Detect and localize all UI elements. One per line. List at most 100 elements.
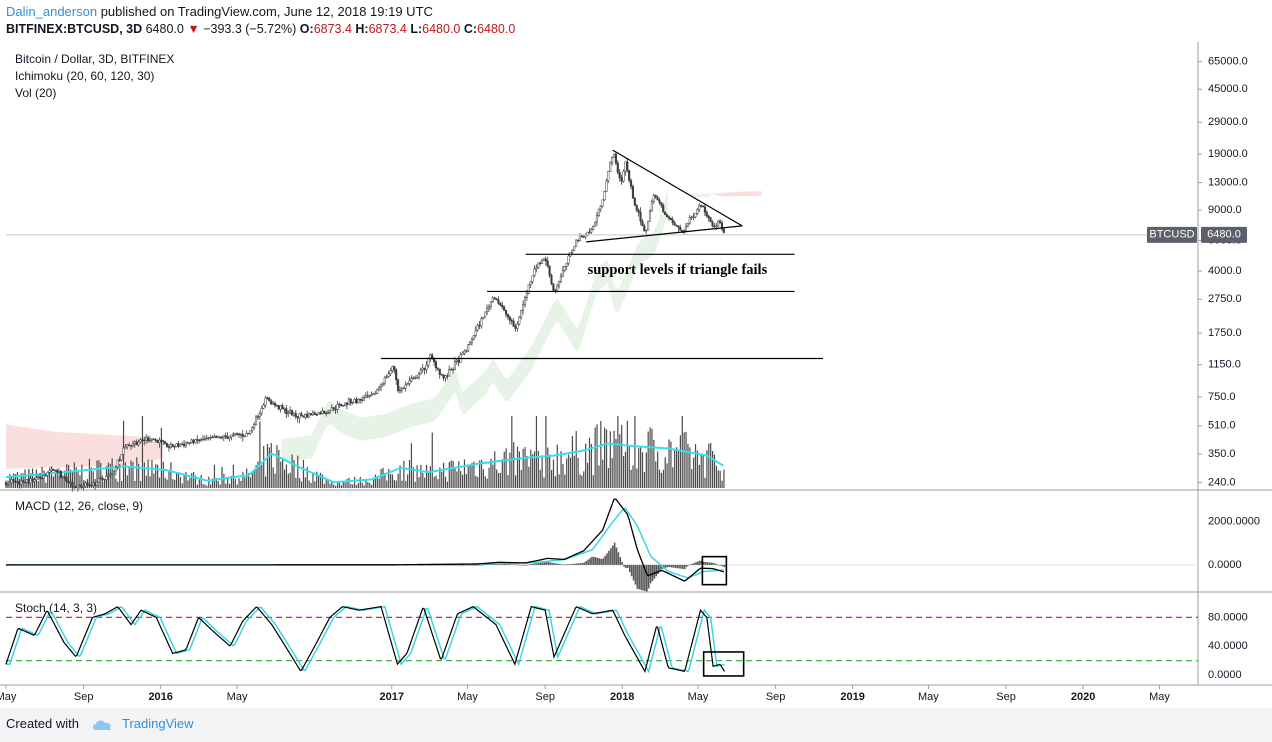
volume-bar — [219, 484, 221, 488]
candle-body — [433, 358, 436, 363]
macd-histogram-bar — [619, 557, 622, 565]
tradingview-link[interactable]: TradingView — [122, 716, 194, 731]
candle-body — [438, 368, 441, 375]
macd-histogram-bar — [613, 542, 616, 565]
volume-bar — [452, 460, 454, 488]
volume-bar — [302, 459, 305, 488]
volume-bar — [371, 484, 373, 488]
volume-bar — [532, 454, 534, 488]
stoch-highlight-box[interactable] — [702, 651, 745, 677]
volume-bar — [126, 475, 128, 488]
volume-bar — [354, 476, 356, 488]
candle-body — [135, 441, 138, 446]
macd-histogram-bar — [471, 564, 474, 566]
support-annotation: support levels if triangle fails — [588, 262, 768, 278]
candle-body — [165, 443, 169, 447]
candle-body — [400, 388, 403, 391]
volume-bar — [647, 431, 649, 488]
macd-histogram-bar — [443, 564, 445, 566]
last-price-badge: 6480.0 — [1207, 229, 1241, 241]
volume-bar — [424, 477, 426, 488]
candle-body — [20, 480, 23, 485]
macd-histogram-bar — [685, 564, 688, 568]
close-value: 6480.0 — [477, 22, 516, 36]
candle-body — [277, 405, 280, 410]
chart-area[interactable]: support levels if triangle fails 65000.0 4… — [0, 42, 1272, 708]
volume-bar — [386, 480, 388, 488]
candle-body — [76, 484, 80, 489]
volume-bar — [685, 431, 687, 488]
stoch-scale-label: 40.0000 — [1208, 640, 1248, 652]
volume-bar — [187, 480, 189, 488]
macd-histogram-bar — [536, 563, 538, 565]
candle-body — [65, 477, 68, 482]
candle-body — [404, 384, 407, 389]
macd-histogram-bar — [651, 564, 654, 581]
candle-body — [232, 434, 235, 436]
volume-bar — [490, 458, 492, 488]
candle-body — [362, 397, 366, 401]
candle-body — [722, 228, 725, 233]
candle-body — [253, 424, 256, 429]
candle-body — [160, 439, 163, 442]
volume-bar — [463, 459, 466, 488]
candle-body — [279, 405, 282, 410]
candle-body — [677, 225, 680, 228]
author-link[interactable]: Dalin_anderson — [6, 4, 98, 19]
volume-bar — [367, 482, 369, 488]
candle-body — [571, 250, 574, 253]
macd-highlight-box[interactable] — [701, 555, 728, 586]
volume-bar — [263, 446, 265, 488]
candle-body — [628, 170, 631, 181]
volume-bar — [369, 482, 371, 488]
volume-bar — [155, 464, 157, 488]
ichimoku-cloud-future-bullish — [691, 193, 710, 198]
candle-body — [116, 459, 119, 468]
volume-bar — [344, 482, 346, 488]
candle-body — [82, 485, 85, 488]
chart-canvas[interactable]: support levels if triangle fails 65000.0 4… — [0, 42, 1272, 708]
macd-histogram-bar — [621, 561, 624, 565]
candle-body — [578, 234, 581, 241]
macd-histogram-bar — [555, 563, 557, 565]
volume-bar — [374, 474, 377, 488]
volume-bar — [287, 473, 289, 488]
volume-bar — [45, 482, 47, 488]
candle-body — [93, 482, 97, 486]
macd-histogram-bar — [562, 564, 565, 566]
triangle-lower-line[interactable] — [586, 225, 743, 243]
volume-bar — [547, 447, 549, 488]
candle-body — [207, 437, 210, 439]
candle-body — [425, 364, 428, 370]
candle-body — [326, 412, 330, 414]
macd-histogram-bar — [630, 564, 633, 577]
candle-body — [37, 476, 40, 478]
volume-bar — [355, 485, 358, 488]
triangle-upper-line[interactable] — [612, 149, 743, 227]
candle-body — [332, 407, 335, 410]
candle-body — [99, 477, 102, 480]
volume-bar — [715, 465, 717, 488]
volume-bar — [391, 474, 394, 488]
macd-histogram-bar — [611, 545, 614, 565]
candle-body — [321, 410, 324, 415]
macd-histogram-bar — [697, 561, 699, 565]
macd-histogram-bar — [644, 564, 646, 591]
macd-histogram-bar — [488, 564, 491, 565]
macd-histogram-bar — [524, 564, 527, 566]
volume-bar — [562, 463, 564, 488]
candle-body — [451, 369, 455, 371]
volume-bar — [617, 416, 619, 488]
candle-body — [476, 324, 479, 331]
candle-body — [52, 468, 55, 471]
candle-body — [217, 436, 220, 439]
candle-body — [609, 162, 612, 172]
volume-bar — [590, 443, 592, 488]
volume-bar — [638, 448, 640, 488]
macd-histogram-bar — [589, 558, 591, 565]
volume-bar — [380, 468, 382, 488]
candle-body — [300, 413, 303, 416]
volume-bar — [306, 466, 308, 488]
candle-body — [529, 281, 532, 285]
candle-body — [607, 171, 610, 182]
